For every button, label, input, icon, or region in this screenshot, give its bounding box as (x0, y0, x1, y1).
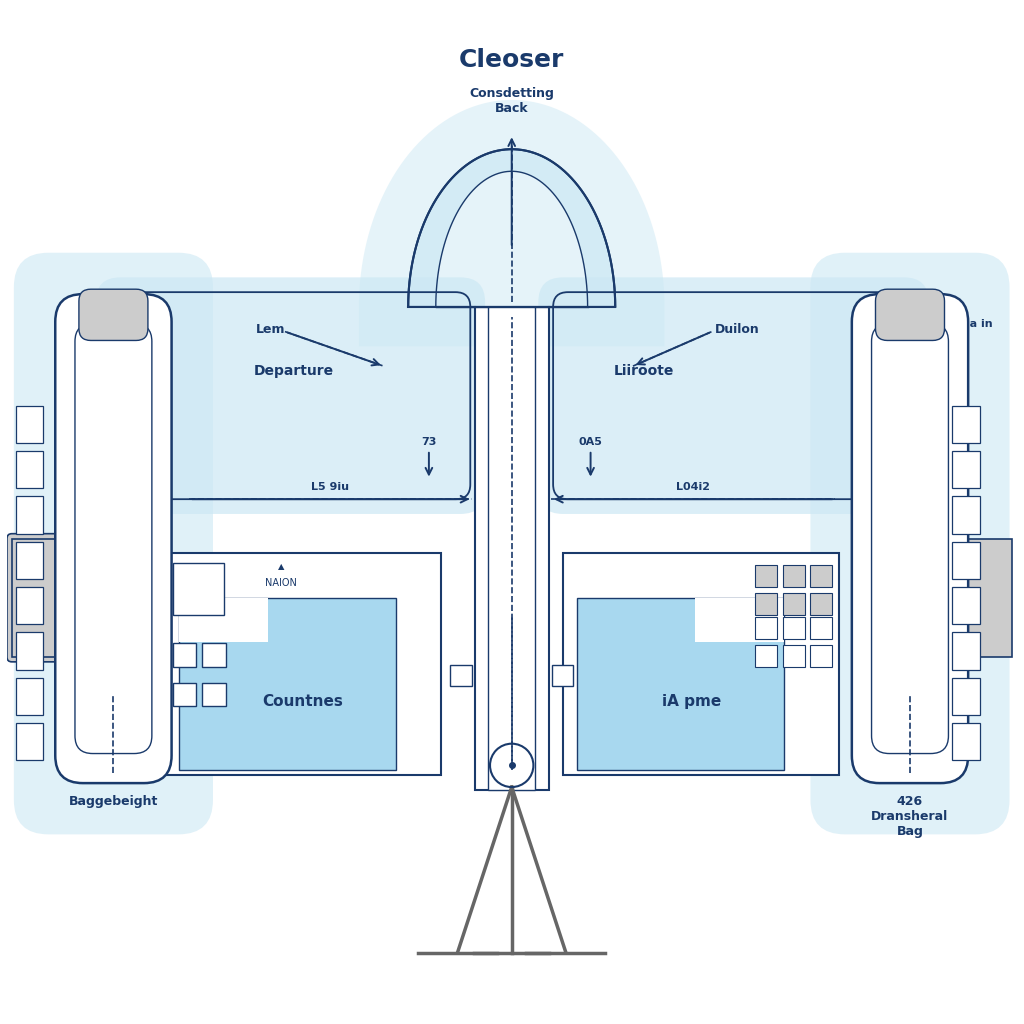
Text: L04i2: L04i2 (676, 482, 710, 493)
Text: Bart Noral: Bart Noral (74, 330, 146, 343)
Bar (952, 723, 980, 761)
Text: Cleoser: Cleoser (459, 48, 564, 73)
FancyBboxPatch shape (871, 324, 948, 754)
Bar (451, 665, 472, 686)
Bar (15, 451, 43, 488)
Bar (695, 598, 783, 642)
FancyBboxPatch shape (852, 294, 968, 783)
Bar (179, 598, 396, 770)
Text: Lem: Lem (255, 324, 285, 336)
Bar (15, 497, 43, 534)
Bar (810, 593, 833, 614)
Text: NAION: NAION (265, 579, 297, 588)
Text: L5 9iu: L5 9iu (311, 482, 349, 493)
Bar (957, 539, 1012, 657)
Bar (12, 539, 67, 657)
Bar (577, 598, 783, 770)
Text: Colineted faa in
one check: Colineted faa in one check (894, 318, 993, 340)
FancyBboxPatch shape (95, 278, 485, 514)
FancyBboxPatch shape (876, 289, 944, 340)
Text: Duilon: Duilon (715, 324, 760, 336)
Bar (952, 497, 980, 534)
Bar (810, 617, 833, 639)
Bar (488, 307, 536, 790)
Bar (756, 617, 777, 639)
Text: 426
Dransheral
Bag: 426 Dransheral Bag (871, 795, 948, 838)
FancyBboxPatch shape (75, 324, 152, 754)
Bar (756, 593, 777, 614)
Text: Liiroote: Liiroote (613, 364, 674, 378)
Bar (810, 565, 833, 587)
Text: Countnes: Countnes (262, 694, 343, 709)
Bar (810, 645, 833, 667)
Bar (15, 678, 43, 715)
Bar (165, 553, 440, 775)
FancyBboxPatch shape (79, 289, 147, 340)
Bar (952, 587, 980, 625)
Bar (15, 406, 43, 443)
Bar (952, 632, 980, 670)
Polygon shape (358, 100, 665, 346)
Bar (15, 542, 43, 579)
Bar (756, 565, 777, 587)
Text: ▲: ▲ (278, 562, 285, 571)
Bar (756, 645, 777, 667)
Bar (173, 563, 224, 614)
Text: Consdetting
Back: Consdetting Back (469, 87, 554, 115)
Bar (179, 598, 268, 642)
Text: B: B (458, 671, 464, 680)
Polygon shape (409, 150, 615, 307)
Bar (202, 643, 226, 667)
Text: Departure: Departure (253, 364, 334, 378)
FancyBboxPatch shape (810, 253, 1010, 835)
Bar (952, 451, 980, 488)
Text: 0A5: 0A5 (579, 437, 602, 446)
Bar (782, 617, 805, 639)
FancyBboxPatch shape (539, 278, 929, 514)
Bar (782, 565, 805, 587)
FancyBboxPatch shape (55, 294, 172, 783)
Bar (782, 645, 805, 667)
Bar (173, 683, 197, 707)
FancyBboxPatch shape (14, 253, 213, 835)
Text: iA pme: iA pme (663, 694, 722, 709)
Bar (952, 542, 980, 579)
Bar (952, 406, 980, 443)
Text: Baggebeight: Baggebeight (69, 795, 158, 808)
Bar (173, 643, 197, 667)
Bar (475, 307, 549, 790)
Text: 73: 73 (421, 437, 436, 446)
Text: A: A (559, 671, 565, 680)
Bar (15, 587, 43, 625)
Bar (552, 665, 573, 686)
Bar (202, 683, 226, 707)
FancyBboxPatch shape (7, 534, 71, 662)
Bar (952, 678, 980, 715)
Bar (563, 553, 839, 775)
Bar (15, 632, 43, 670)
Bar (15, 723, 43, 761)
Bar (782, 593, 805, 614)
